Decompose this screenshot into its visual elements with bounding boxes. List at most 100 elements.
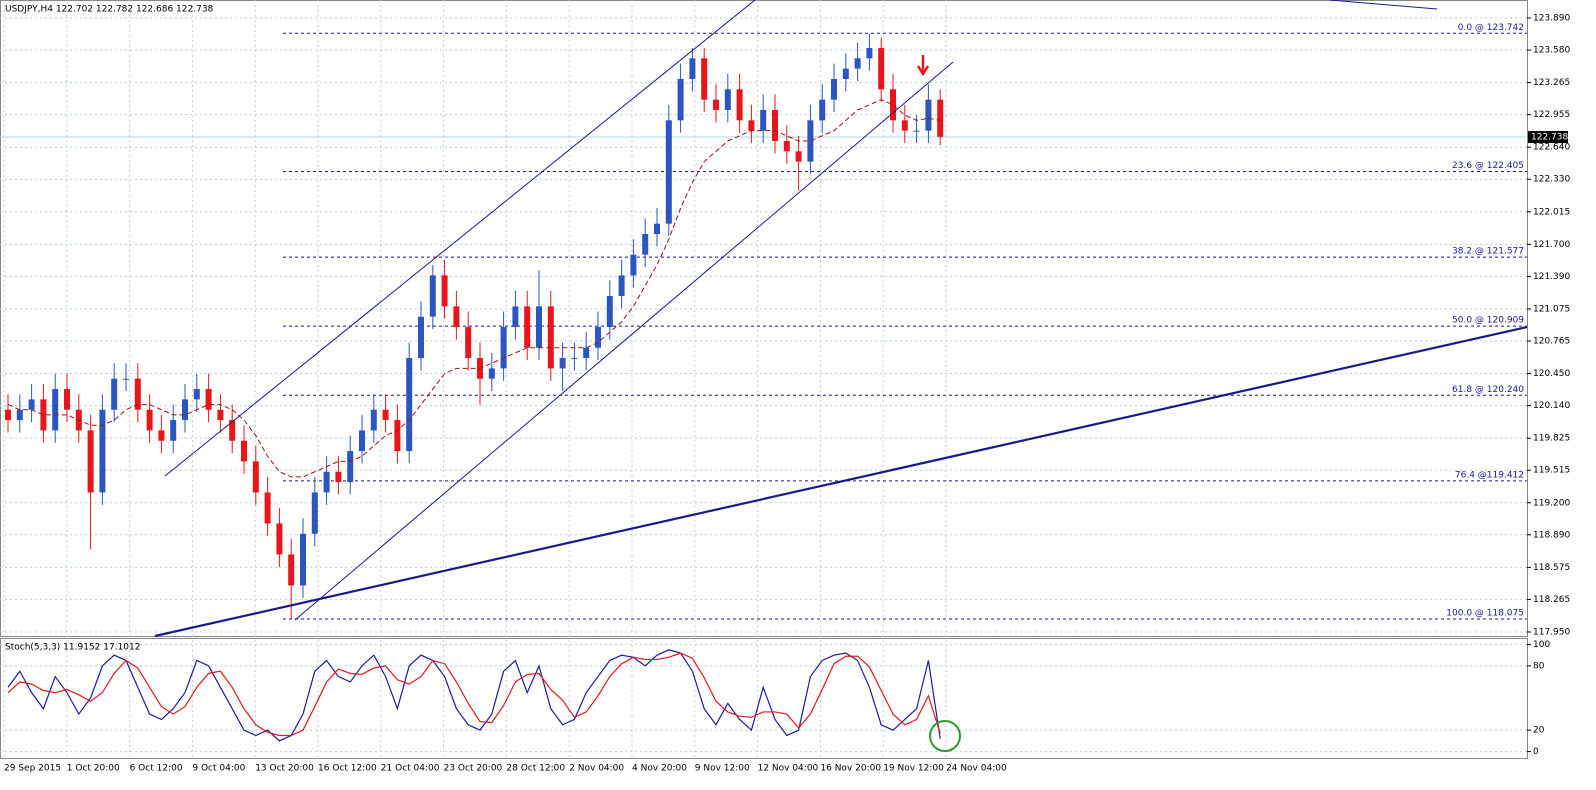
- candle-body: [264, 492, 271, 524]
- x-tick-label: 9 Nov 12:00: [695, 764, 750, 774]
- y-tick-label: 118.575: [1533, 563, 1570, 573]
- candle-body: [713, 99, 719, 110]
- fib-label: 23.6 @ 122.405: [1452, 161, 1524, 171]
- last-price-box: [1528, 131, 1568, 144]
- candle-body: [807, 120, 814, 162]
- candle-body: [736, 89, 743, 121]
- candle-body: [630, 254, 637, 276]
- fib-label: 100.0 @ 118.075: [1446, 609, 1524, 619]
- trend-line-top: [1329, 0, 1438, 10]
- y-tick-label: 122.015: [1533, 207, 1570, 217]
- candle-body: [123, 378, 129, 380]
- candle-body: [772, 109, 778, 141]
- candle-body: [193, 389, 200, 400]
- trend-line: [154, 325, 1528, 638]
- fib-label: 0.0 @ 123.742: [1458, 23, 1524, 33]
- candle-body: [701, 58, 708, 100]
- stoch-title: Stoch(5,3,3) 11.9152 17.1012: [5, 643, 140, 653]
- x-tick-label: 12 Nov 04:00: [758, 764, 819, 774]
- y-tick-label: 120.450: [1533, 369, 1570, 379]
- y-tick-label: 122.330: [1533, 175, 1570, 185]
- candle-body: [87, 430, 94, 493]
- candle-body: [795, 151, 802, 162]
- candle-body: [783, 140, 790, 152]
- stoch-panel: [0, 638, 1528, 759]
- candle-body: [276, 523, 283, 555]
- x-tick-label: 29 Sep 2015: [4, 764, 61, 774]
- x-tick-label: 9 Oct 04:00: [192, 764, 245, 774]
- candle-body: [937, 99, 944, 137]
- candle-body: [182, 399, 188, 421]
- candle-body: [241, 440, 247, 462]
- candle-body: [205, 389, 212, 410]
- x-tick-label: 2 Nov 04:00: [569, 764, 624, 774]
- candle-body: [866, 47, 873, 59]
- candle-body: [583, 347, 590, 359]
- x-tick-label: 21 Oct 04:00: [381, 764, 440, 774]
- candle-body: [252, 461, 259, 493]
- candle-body: [559, 358, 566, 369]
- candle-body: [760, 109, 767, 131]
- x-tick-label: 19 Nov 12:00: [883, 764, 944, 774]
- y-tick-label: 80: [1533, 661, 1545, 671]
- candle-body: [901, 120, 908, 131]
- y-tick-label: 123.580: [1533, 46, 1570, 56]
- y-tick-label: 123.265: [1533, 78, 1570, 88]
- y-tick-label: 119.200: [1533, 498, 1570, 508]
- x-tick-label: 4 Nov 20:00: [632, 764, 687, 774]
- candle-body: [831, 78, 837, 100]
- fib-label: 61.8 @ 120.240: [1452, 385, 1524, 395]
- candle-body: [64, 389, 70, 410]
- candle-body: [134, 378, 141, 410]
- red-arrow: [916, 55, 930, 77]
- channel-lower: [294, 61, 954, 621]
- candle-body: [418, 316, 424, 359]
- candle-body: [642, 234, 649, 255]
- candle-body: [842, 68, 849, 79]
- y-tick-label: 123.890: [1533, 13, 1570, 23]
- y-tick-label: 120.765: [1533, 336, 1570, 346]
- candle-body: [465, 327, 472, 359]
- candle-body: [878, 47, 885, 90]
- candle-body: [370, 409, 377, 431]
- y-tick-label: 121.390: [1533, 272, 1570, 282]
- candle-body: [819, 99, 826, 121]
- green-circle: [929, 720, 961, 752]
- candle-body: [16, 409, 23, 421]
- candle-body: [500, 327, 507, 369]
- y-tick-label: 121.700: [1533, 240, 1570, 250]
- candle-body: [52, 389, 59, 431]
- candle-body: [689, 58, 696, 79]
- candle-body: [311, 492, 318, 534]
- candle-body: [394, 420, 401, 452]
- stoch-line: [7, 652, 941, 737]
- grid: [0, 0, 1527, 758]
- candle-body: [347, 451, 354, 483]
- candle-body: [5, 409, 11, 421]
- candle-body: [606, 296, 613, 328]
- drawn-objects: [154, 0, 1528, 752]
- candle-body: [453, 306, 460, 328]
- candle-body: [748, 120, 755, 131]
- candle-body: [571, 358, 578, 360]
- y-tick-label: 118.265: [1533, 595, 1570, 605]
- moving-average: [7, 99, 941, 478]
- candle-body: [217, 409, 224, 421]
- candle-body: [229, 420, 236, 441]
- candle-body: [158, 430, 165, 441]
- candle-body: [618, 275, 625, 297]
- candle-body: [300, 533, 306, 586]
- channel-upper: [164, 0, 756, 477]
- candle-body: [547, 306, 554, 369]
- candle-body: [323, 471, 330, 493]
- y-tick-label: 122.955: [1533, 110, 1570, 120]
- candle-body: [677, 78, 684, 121]
- candle-body: [854, 58, 861, 69]
- candle-body: [665, 120, 672, 224]
- y-tick-label: 120.140: [1533, 401, 1570, 411]
- candle-body: [40, 399, 47, 431]
- x-tick-label: 16 Nov 20:00: [820, 764, 881, 774]
- candle-body: [441, 275, 448, 307]
- candle-body: [146, 409, 153, 431]
